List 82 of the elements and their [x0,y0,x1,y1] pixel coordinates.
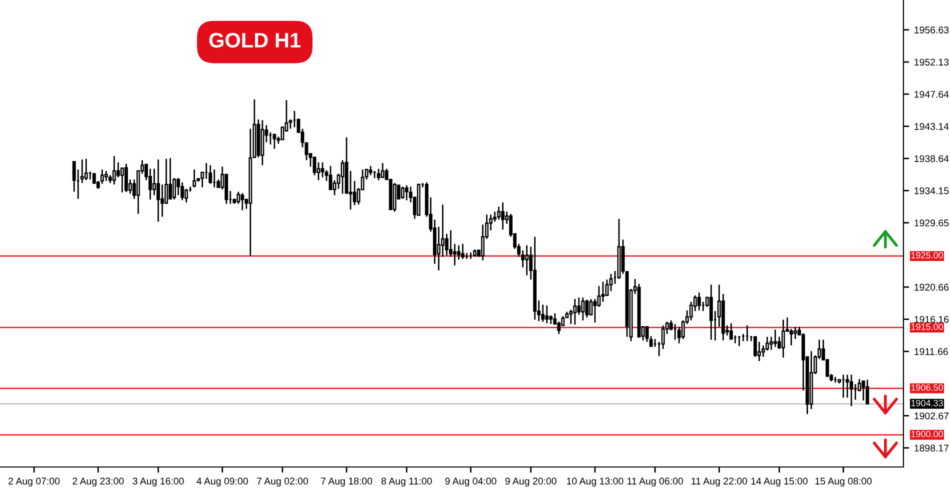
candlestick [312,156,316,176]
x-tick-label: 15 Aug 08:00 [815,478,872,486]
candlestick [84,158,88,181]
candlestick [501,202,505,230]
candlestick [104,170,108,182]
y-tick-label: 1929.65 [914,220,949,226]
x-tick-label: 7 Aug 02:00 [257,478,308,486]
candlestick [573,298,577,326]
x-tick-label: 2 Aug 23:00 [72,478,124,486]
candlestick [340,160,344,195]
candlestick [148,168,152,200]
candlestick [240,192,244,211]
candlestick [782,318,785,358]
candlestick [176,177,180,196]
candlestick [862,380,866,402]
candlestick [453,243,456,266]
candlestick [116,162,120,178]
candlestick [497,206,501,220]
candlestick [112,155,116,186]
candlestick [794,326,798,340]
x-tick-label: 2 Aug 07:00 [8,478,60,486]
candlestick [320,162,324,178]
candlestick [753,335,757,358]
ref-line-label: 1904.33 [911,400,943,406]
y-tick-label: 1947.64 [914,90,949,98]
candlestick [709,284,713,340]
candlestick [774,328,777,348]
ref-line-label: 1925.00 [911,252,943,258]
y-tick-label: 1898.17 [914,444,949,452]
x-tick-label: 9 Aug 20:00 [505,478,556,486]
candlestick [461,243,464,260]
candlestick [729,322,733,340]
x-tick-label: 7 Aug 18:00 [321,478,372,486]
candlestick [585,298,589,318]
y-tick-label: 1938.64 [914,155,949,162]
x-tick-label: 9 Aug 04:00 [445,478,496,486]
candlestick [208,164,212,184]
candlestick [866,379,870,405]
candlestick [525,244,529,276]
candlestick [400,186,404,200]
y-tick-label: 1916.16 [914,316,949,323]
y-tick-label: 1911.66 [914,348,948,356]
x-tick-label: 8 Aug 11:00 [381,478,432,486]
x-tick-label: 3 Aug 16:00 [132,478,184,486]
y-tick-label: 1902.67 [914,412,949,420]
candlestick [577,296,581,316]
ref-line-label: 1906.50 [911,384,943,391]
candlestick [124,163,128,193]
x-tick-label: 4 Aug 09:00 [196,478,248,486]
candlestick [404,184,408,201]
candlestick [609,273,613,292]
y-tick-label: 1956.63 [914,26,949,34]
y-tick-label: 1952.13 [914,58,949,66]
y-tick-label: 1920.66 [914,284,949,291]
x-tick-label: 11 Aug 06:00 [628,478,683,486]
candlestick [645,325,649,343]
candlestick [272,133,276,150]
candlestick [581,296,585,322]
candlestick [376,168,380,181]
candlestick [168,157,172,200]
x-tick-label: 14 Aug 15:00 [751,478,808,486]
x-tick-label: 10 Aug 13:00 [567,478,624,486]
candlestick [541,304,545,323]
candlestick [156,158,160,222]
candlestick [280,126,284,141]
y-tick-label: 1934.15 [914,187,949,194]
candlestick [557,321,561,335]
candlestick [593,298,597,324]
text: GOLD H1 [209,32,300,48]
candlestick [850,374,854,407]
candlestick [697,292,701,312]
candlestick [380,162,384,178]
candlestick [545,304,549,324]
candlestick [589,298,593,316]
candlestick [192,168,196,188]
ref-line-label: 1915.00 [911,324,943,330]
ref-line-label: 1900.00 [911,430,943,438]
candlestick [368,165,372,176]
y-tick-label: 1943.14 [914,123,949,130]
candlestick [152,168,156,196]
candlestick [180,182,184,201]
x-tick-label: 11 Aug 22:00 [692,478,748,486]
